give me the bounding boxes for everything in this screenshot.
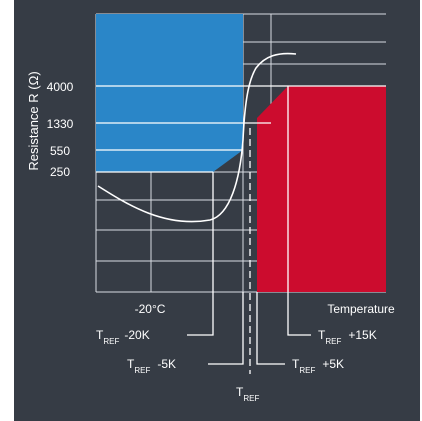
y-tick-1330: 1330 xyxy=(47,117,74,131)
y-axis-title: Resistance R (Ω) xyxy=(26,71,41,170)
resistance-curve xyxy=(97,52,297,223)
marker-leader-lines xyxy=(187,86,311,365)
y-tick-4000: 4000 xyxy=(47,80,74,94)
resistance-reference-lines xyxy=(96,85,386,173)
y-tick-550: 550 xyxy=(50,144,70,158)
marker-tref-plus-15k: TREF +15K xyxy=(318,328,377,346)
marker-tref: TREF xyxy=(236,385,259,403)
cold-zone xyxy=(96,14,243,172)
marker-tref-minus-5k: TREF -5K xyxy=(127,357,176,375)
x-axis-title: Temperature xyxy=(327,302,395,316)
marker-tref-minus-20k: TREF -20K xyxy=(96,328,150,346)
hot-zone xyxy=(257,86,386,292)
y-tick-250: 250 xyxy=(50,165,70,179)
x-label-minus-20c: -20°C xyxy=(135,302,166,316)
marker-tref-plus-5k: TREF +5K xyxy=(292,357,344,375)
